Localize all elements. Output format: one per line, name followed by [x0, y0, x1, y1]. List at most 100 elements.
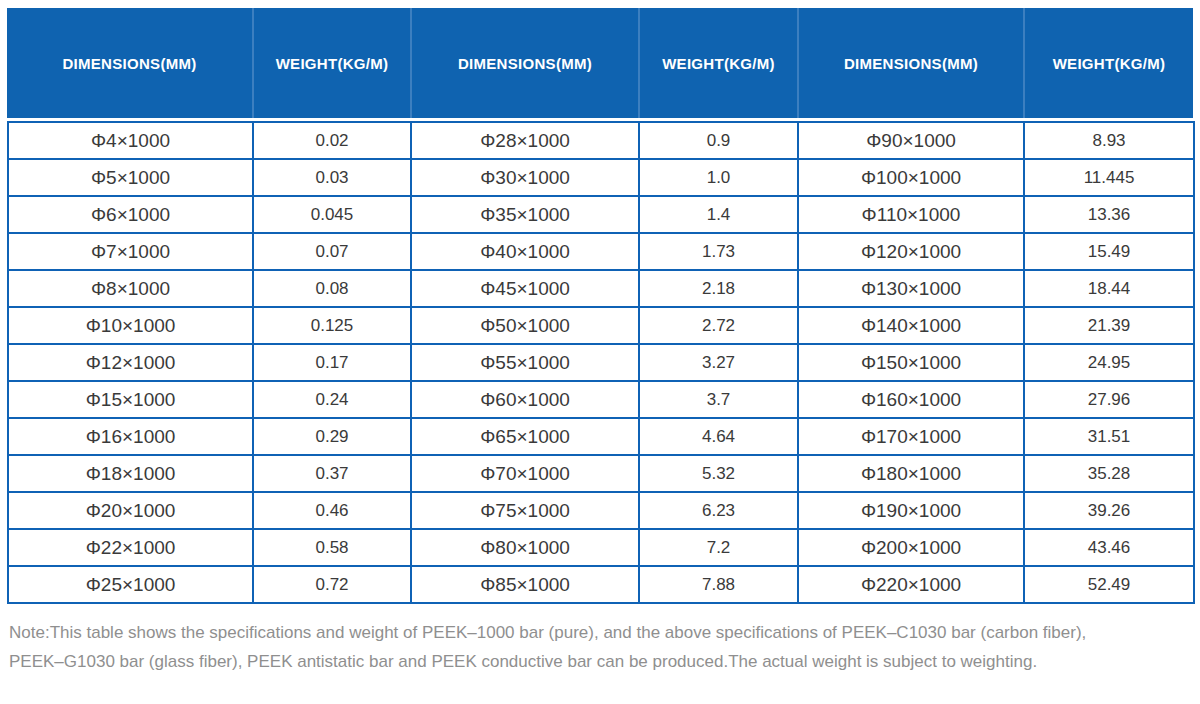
dimension-cell: Φ40×1000 — [411, 233, 639, 270]
weight-cell: 4.64 — [639, 418, 798, 455]
header-cell-weight-1: WEIGHT(KG/M) — [252, 8, 410, 118]
dimension-cell: Φ190×1000 — [798, 492, 1024, 529]
footnote-line-2: PEEK–G1030 bar (glass fiber), PEEK antis… — [9, 647, 1193, 676]
dimension-cell: Φ110×1000 — [798, 196, 1024, 233]
dimension-cell: Φ90×1000 — [798, 122, 1024, 159]
dimension-cell: Φ5×1000 — [8, 159, 253, 196]
weight-cell: 18.44 — [1024, 270, 1194, 307]
weight-cell: 52.49 — [1024, 566, 1194, 603]
dimension-cell: Φ30×1000 — [411, 159, 639, 196]
dimension-cell: Φ7×1000 — [8, 233, 253, 270]
dimension-cell: Φ55×1000 — [411, 344, 639, 381]
dimension-cell: Φ50×1000 — [411, 307, 639, 344]
table-row: Φ4×10000.02Φ28×10000.9Φ90×10008.93 — [8, 122, 1194, 159]
weight-cell: 31.51 — [1024, 418, 1194, 455]
weight-cell: 0.72 — [253, 566, 411, 603]
dimension-cell: Φ80×1000 — [411, 529, 639, 566]
weight-cell: 5.32 — [639, 455, 798, 492]
weight-cell: 0.125 — [253, 307, 411, 344]
dimension-cell: Φ28×1000 — [411, 122, 639, 159]
header-cell-dimensions-3: DIMENSIONS(MM) — [797, 8, 1023, 118]
dimension-cell: Φ18×1000 — [8, 455, 253, 492]
dimension-cell: Φ16×1000 — [8, 418, 253, 455]
dimension-cell: Φ85×1000 — [411, 566, 639, 603]
weight-cell: 0.9 — [639, 122, 798, 159]
dimension-cell: Φ150×1000 — [798, 344, 1024, 381]
dimension-cell: Φ75×1000 — [411, 492, 639, 529]
table-row: Φ7×10000.07Φ40×10001.73Φ120×100015.49 — [8, 233, 1194, 270]
table-row: Φ5×10000.03Φ30×10001.0Φ100×100011.445 — [8, 159, 1194, 196]
dimension-cell: Φ6×1000 — [8, 196, 253, 233]
table-row: Φ8×10000.08Φ45×10002.18Φ130×100018.44 — [8, 270, 1194, 307]
header-row: DIMENSIONS(MM) WEIGHT(KG/M) DIMENSIONS(M… — [7, 8, 1193, 118]
table-row: Φ20×10000.46Φ75×10006.23Φ190×100039.26 — [8, 492, 1194, 529]
peek-bar-spec-page: DIMENSIONS(MM) WEIGHT(KG/M) DIMENSIONS(M… — [0, 0, 1200, 704]
dimension-cell: Φ8×1000 — [8, 270, 253, 307]
dimension-cell: Φ60×1000 — [411, 381, 639, 418]
weight-cell: 3.27 — [639, 344, 798, 381]
weight-cell: 7.88 — [639, 566, 798, 603]
weight-cell: 0.46 — [253, 492, 411, 529]
weight-cell: 35.28 — [1024, 455, 1194, 492]
weight-cell: 2.18 — [639, 270, 798, 307]
table-row: Φ22×10000.58Φ80×10007.2Φ200×100043.46 — [8, 529, 1194, 566]
weight-cell: 0.37 — [253, 455, 411, 492]
weight-cell: 7.2 — [639, 529, 798, 566]
header-cell-dimensions-1: DIMENSIONS(MM) — [7, 8, 252, 118]
weight-cell: 0.045 — [253, 196, 411, 233]
dimension-cell: Φ35×1000 — [411, 196, 639, 233]
dimension-cell: Φ70×1000 — [411, 455, 639, 492]
weight-cell: 39.26 — [1024, 492, 1194, 529]
weight-cell: 0.58 — [253, 529, 411, 566]
spec-table-body: Φ4×10000.02Φ28×10000.9Φ90×10008.93Φ5×100… — [7, 121, 1195, 604]
dimension-cell: Φ25×1000 — [8, 566, 253, 603]
dimension-cell: Φ10×1000 — [8, 307, 253, 344]
header-cell-dimensions-2: DIMENSIONS(MM) — [410, 8, 638, 118]
weight-cell: 27.96 — [1024, 381, 1194, 418]
weight-cell: 0.07 — [253, 233, 411, 270]
dimension-cell: Φ65×1000 — [411, 418, 639, 455]
weight-cell: 11.445 — [1024, 159, 1194, 196]
weight-cell: 21.39 — [1024, 307, 1194, 344]
weight-cell: 0.08 — [253, 270, 411, 307]
spec-table-header: DIMENSIONS(MM) WEIGHT(KG/M) DIMENSIONS(M… — [7, 8, 1193, 118]
dimension-cell: Φ15×1000 — [8, 381, 253, 418]
table-row: Φ12×10000.17Φ55×10003.27Φ150×100024.95 — [8, 344, 1194, 381]
dimension-cell: Φ45×1000 — [411, 270, 639, 307]
weight-cell: 6.23 — [639, 492, 798, 529]
weight-cell: 0.02 — [253, 122, 411, 159]
weight-cell: 8.93 — [1024, 122, 1194, 159]
dimension-cell: Φ130×1000 — [798, 270, 1024, 307]
footnote: Note:This table shows the specifications… — [7, 618, 1193, 676]
header-cell-weight-2: WEIGHT(KG/M) — [638, 8, 797, 118]
dimension-cell: Φ180×1000 — [798, 455, 1024, 492]
weight-cell: 24.95 — [1024, 344, 1194, 381]
weight-cell: 43.46 — [1024, 529, 1194, 566]
dimension-cell: Φ120×1000 — [798, 233, 1024, 270]
table-row: Φ15×10000.24Φ60×10003.7Φ160×100027.96 — [8, 381, 1194, 418]
weight-cell: 0.29 — [253, 418, 411, 455]
weight-cell: 0.03 — [253, 159, 411, 196]
header-cell-weight-3: WEIGHT(KG/M) — [1023, 8, 1193, 118]
dimension-cell: Φ100×1000 — [798, 159, 1024, 196]
weight-cell: 13.36 — [1024, 196, 1194, 233]
dimension-cell: Φ12×1000 — [8, 344, 253, 381]
table-row: Φ10×10000.125Φ50×10002.72Φ140×100021.39 — [8, 307, 1194, 344]
weight-cell: 1.0 — [639, 159, 798, 196]
dimension-cell: Φ220×1000 — [798, 566, 1024, 603]
table-row: Φ6×10000.045Φ35×10001.4Φ110×100013.36 — [8, 196, 1194, 233]
dimension-cell: Φ4×1000 — [8, 122, 253, 159]
weight-cell: 0.24 — [253, 381, 411, 418]
dimension-cell: Φ170×1000 — [798, 418, 1024, 455]
weight-cell: 1.73 — [639, 233, 798, 270]
dimension-cell: Φ160×1000 — [798, 381, 1024, 418]
weight-cell: 15.49 — [1024, 233, 1194, 270]
table-row: Φ18×10000.37Φ70×10005.32Φ180×100035.28 — [8, 455, 1194, 492]
dimension-cell: Φ22×1000 — [8, 529, 253, 566]
dimension-cell: Φ200×1000 — [798, 529, 1024, 566]
dimension-cell: Φ140×1000 — [798, 307, 1024, 344]
footnote-line-1: Note:This table shows the specifications… — [9, 618, 1193, 647]
weight-cell: 3.7 — [639, 381, 798, 418]
weight-cell: 1.4 — [639, 196, 798, 233]
weight-cell: 0.17 — [253, 344, 411, 381]
